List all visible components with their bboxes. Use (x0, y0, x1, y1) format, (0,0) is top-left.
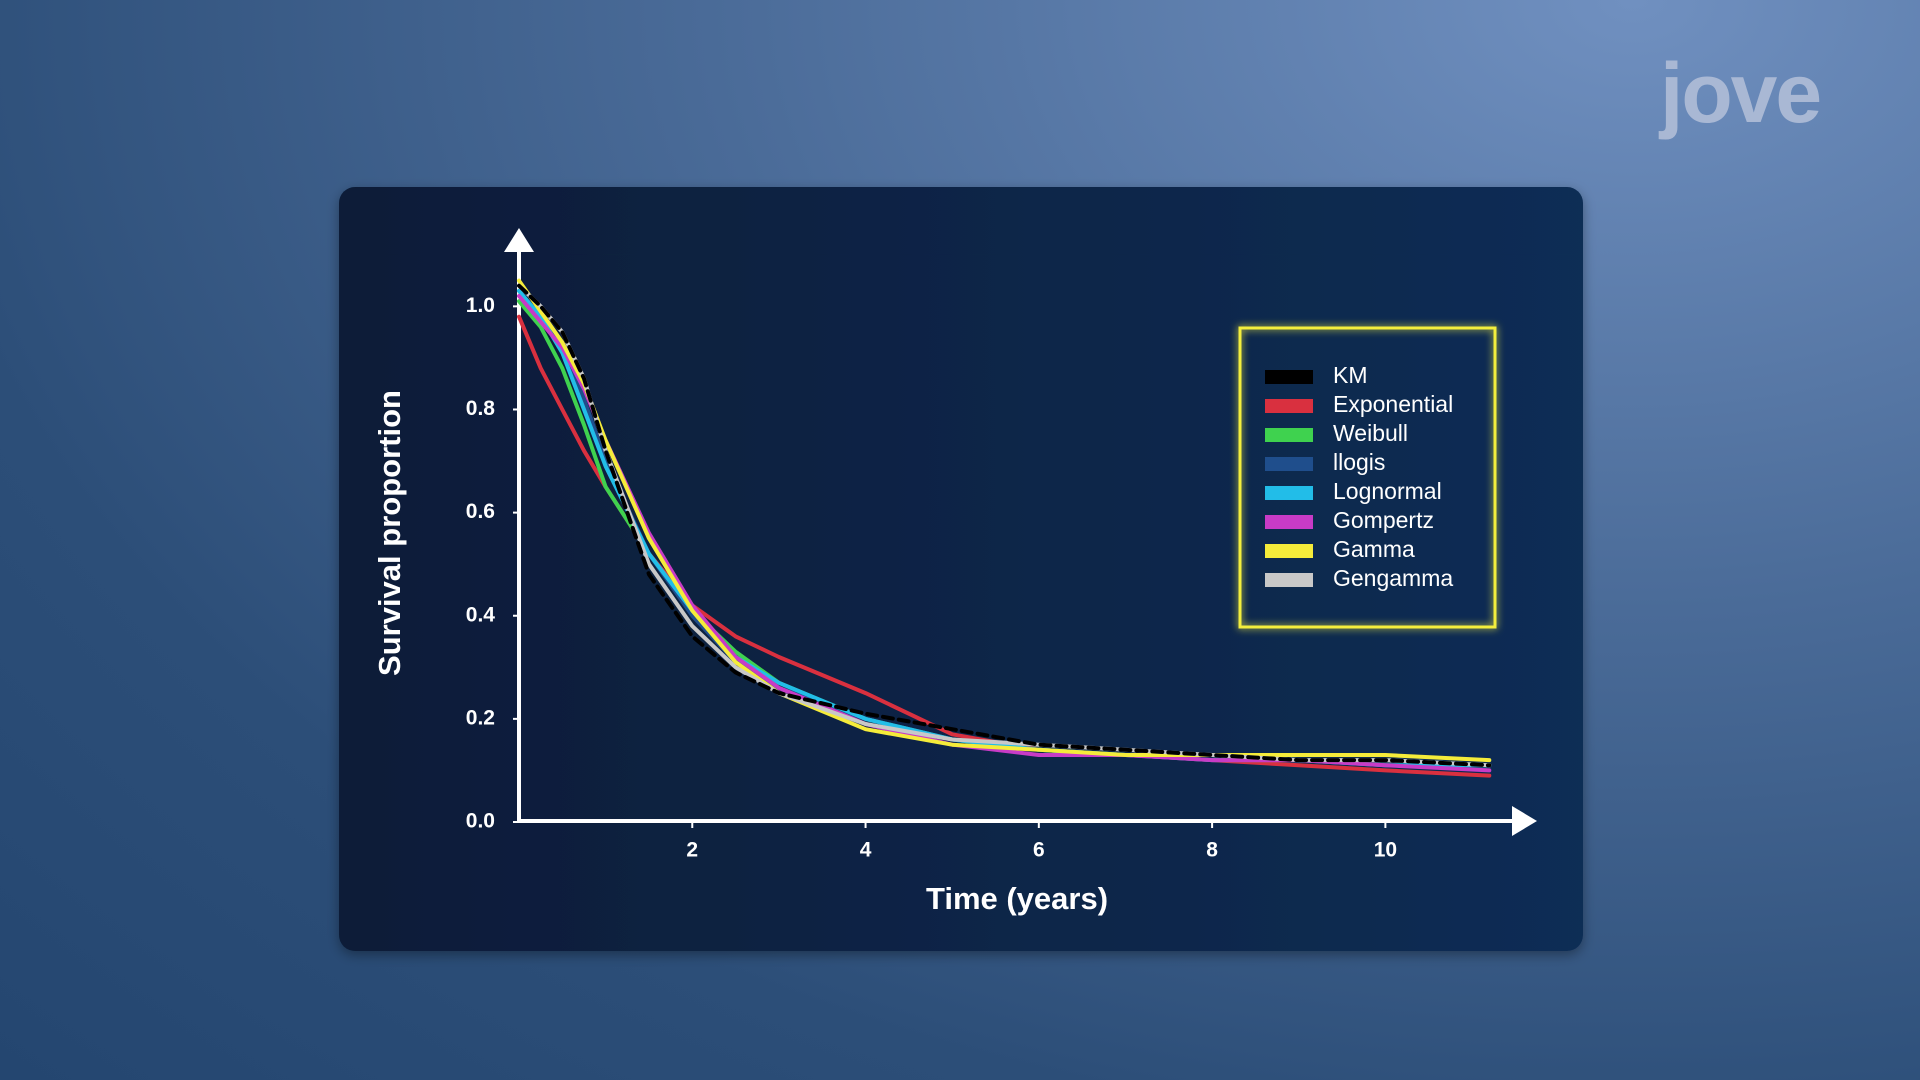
x-arrow (1512, 806, 1537, 836)
legend-swatch (1265, 457, 1313, 471)
logo: jove (1658, 46, 1820, 140)
series-line (517, 283, 1492, 768)
legend-swatch (1265, 486, 1313, 500)
y-tick-label: 0.0 (466, 810, 495, 833)
legend: KM Exponential Weibull llogis Lognormal Gompe… (1238, 326, 1497, 629)
y-tick-label: 0.6 (466, 500, 495, 523)
y-tick-label: 0.8 (466, 397, 496, 420)
axes (504, 228, 1537, 836)
y-axis-title: Survival proportion (372, 390, 407, 676)
y-tick-label: 1.0 (466, 294, 495, 317)
legend-label: Lognormal (1333, 478, 1442, 504)
legend-label: KM (1333, 362, 1368, 388)
x-tick-label: 4 (860, 839, 872, 862)
x-tick-label: 10 (1374, 839, 1397, 862)
legend-label: Gompertz (1333, 507, 1434, 533)
legend-label: Exponential (1333, 391, 1453, 417)
y-tick-label: 0.2 (466, 706, 495, 729)
legend-swatch (1265, 515, 1313, 529)
y-arrow (504, 228, 534, 252)
legend-swatch (1265, 573, 1313, 587)
legend-swatch (1265, 544, 1313, 558)
legend-box (1238, 326, 1497, 629)
y-tick-label: 0.4 (466, 603, 496, 626)
legend-swatch (1265, 370, 1313, 384)
x-axis-title: Time (years) (926, 881, 1108, 916)
x-tick-label: 8 (1206, 839, 1218, 862)
legend-label: Gamma (1333, 536, 1415, 562)
x-tick-label: 2 (686, 839, 698, 862)
x-tick-label: 6 (1033, 839, 1045, 862)
legend-swatch (1265, 428, 1313, 442)
legend-label: llogis (1333, 449, 1385, 475)
series-line (517, 294, 1492, 773)
legend-swatch (1265, 399, 1313, 413)
legend-label: Gengamma (1333, 565, 1453, 591)
legend-label: Weibull (1333, 420, 1408, 446)
